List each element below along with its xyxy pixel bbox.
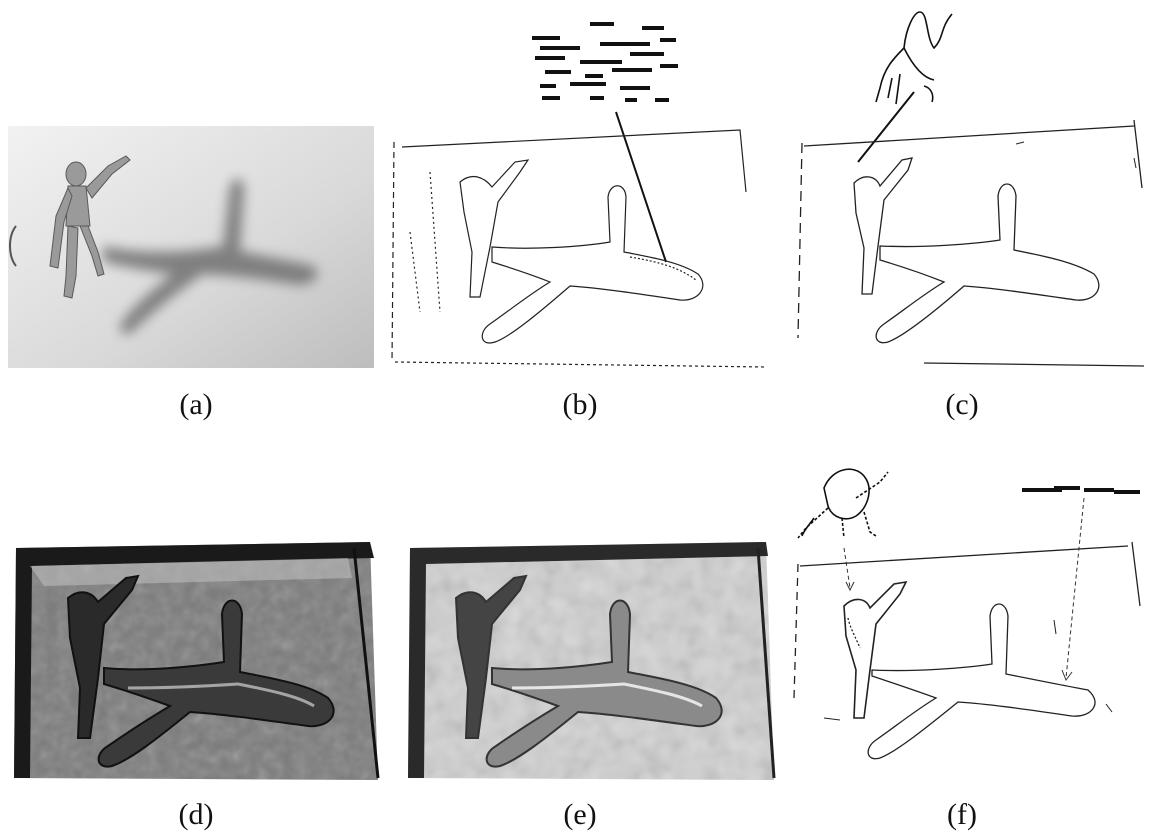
panel-f-edge-map [784, 458, 1154, 788]
gray-map-d [14, 542, 380, 780]
inset-c [875, 11, 953, 105]
edge-map-c [797, 11, 1145, 367]
panel-c-edge-map [784, 8, 1154, 372]
edge-map-b [391, 22, 766, 368]
caption-a: (a) [179, 388, 213, 421]
gray-map-e [408, 542, 776, 780]
inset-f-line [1022, 486, 1140, 494]
caption-d: (d) [178, 798, 214, 831]
caption-c: (c) [945, 388, 979, 421]
panel-d-gray-map [8, 538, 380, 782]
caption-b: (b) [562, 388, 598, 421]
panel-e-gray-map [402, 538, 776, 782]
figurine-photo [8, 126, 374, 368]
panel-b-edge-map [380, 12, 770, 372]
caption-e: (e) [563, 798, 597, 831]
inset-b [532, 22, 678, 102]
caption-f: (f) [947, 798, 977, 831]
edge-map-f [793, 468, 1141, 760]
inset-f-figure [797, 468, 889, 539]
panel-a-photo [8, 126, 374, 368]
